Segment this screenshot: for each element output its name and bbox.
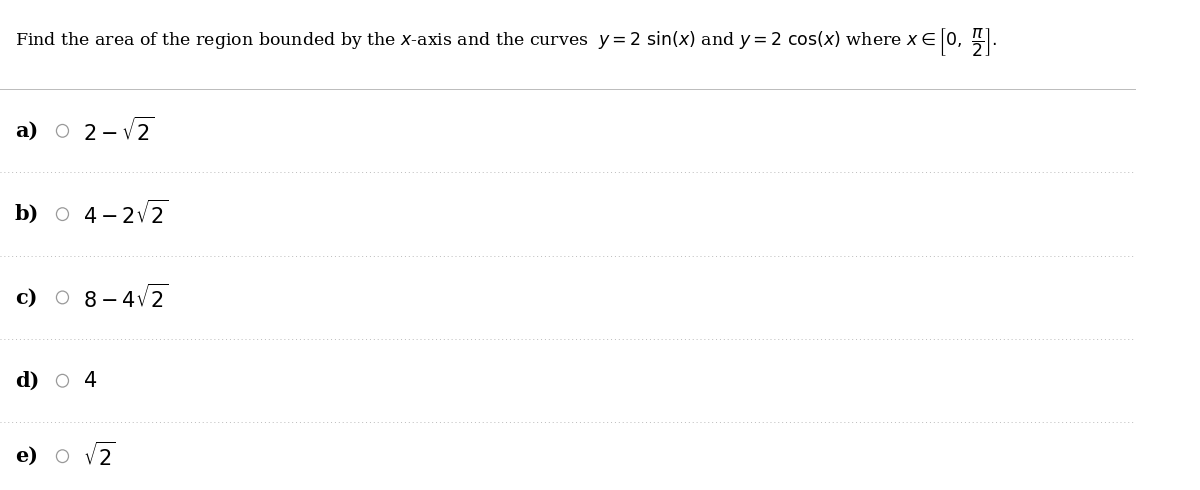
Text: $8 - 4\sqrt{2}$: $8 - 4\sqrt{2}$: [83, 283, 168, 312]
Text: d): d): [14, 371, 40, 391]
Text: $\sqrt{2}$: $\sqrt{2}$: [83, 442, 116, 470]
Text: a): a): [14, 121, 38, 141]
Text: b): b): [14, 204, 40, 224]
Text: $2 - \sqrt{2}$: $2 - \sqrt{2}$: [83, 117, 155, 145]
Text: c): c): [14, 288, 37, 307]
Text: $4$: $4$: [83, 371, 97, 391]
Text: $4 - 2\sqrt{2}$: $4 - 2\sqrt{2}$: [83, 200, 168, 228]
Text: Find the area of the region bounded by the $x$-axis and the curves  $y = 2\ \mat: Find the area of the region bounded by t…: [14, 27, 997, 59]
Text: e): e): [14, 446, 37, 466]
